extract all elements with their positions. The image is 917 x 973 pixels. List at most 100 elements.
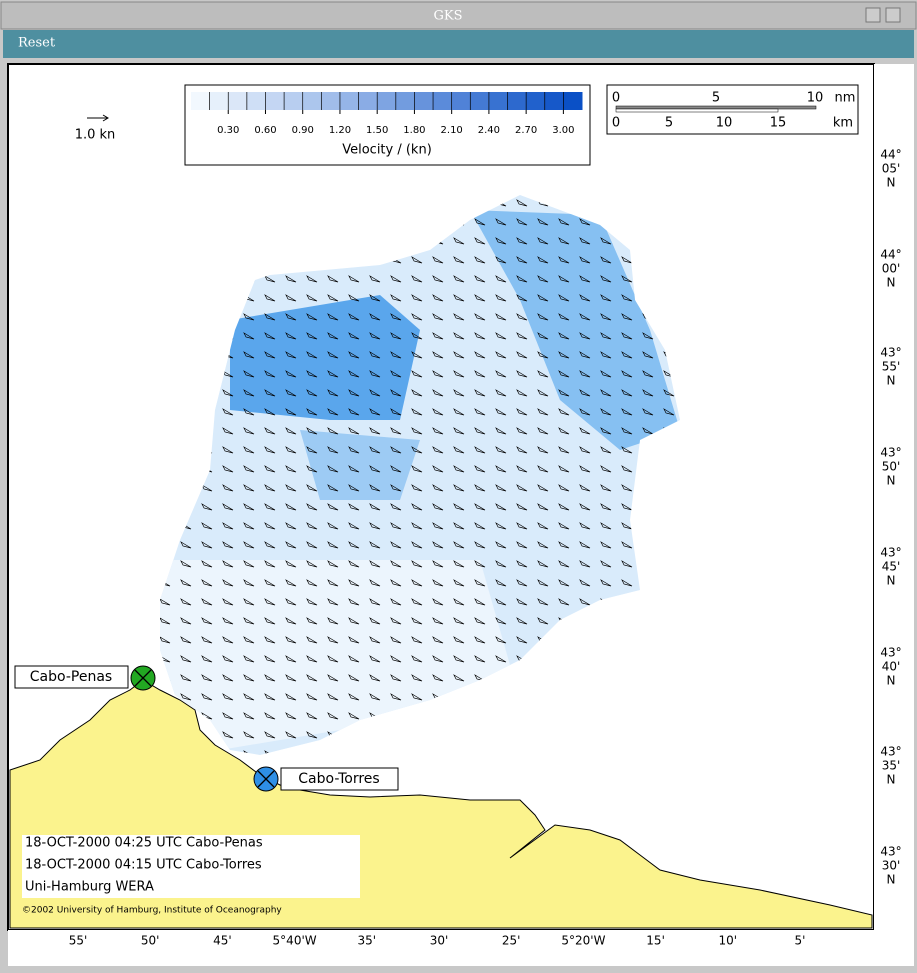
- current-arrow: [579, 446, 591, 454]
- current-arrow: [180, 598, 192, 606]
- current-arrow: [495, 237, 507, 245]
- current-arrow: [642, 389, 654, 397]
- current-arrow: [222, 712, 234, 720]
- current-arrow: [516, 617, 528, 625]
- current-arrow: [411, 446, 423, 454]
- current-arrow: [327, 598, 339, 606]
- current-arrow: [243, 465, 255, 473]
- current-arrow: [306, 712, 318, 720]
- minimize-button[interactable]: [865, 7, 881, 23]
- current-arrow: [579, 370, 591, 378]
- current-arrow: [306, 541, 318, 549]
- current-arrow: [201, 617, 213, 625]
- current-arrow: [201, 712, 213, 720]
- reset-button[interactable]: Reset: [18, 36, 56, 51]
- current-arrow: [327, 712, 339, 720]
- current-arrow: [285, 598, 297, 606]
- current-arrow: [369, 674, 381, 682]
- colorbar-cell: [358, 92, 378, 110]
- current-arrow: [579, 332, 591, 340]
- current-arrow: [390, 503, 402, 511]
- current-arrow: [327, 465, 339, 473]
- current-arrow: [495, 370, 507, 378]
- current-arrow: [264, 693, 276, 701]
- current-arrow: [160, 598, 171, 606]
- colorbar-cell: [339, 92, 360, 110]
- current-arrow: [432, 560, 444, 568]
- current-arrow: [243, 541, 255, 549]
- current-arrow: [348, 712, 360, 720]
- current-arrow: [537, 560, 549, 568]
- current-arrow: [537, 275, 549, 283]
- current-arrow: [432, 332, 444, 340]
- current-arrow: [579, 389, 591, 397]
- lon-label: 30': [430, 934, 449, 948]
- current-arrow: [306, 408, 318, 416]
- current-arrow: [180, 636, 192, 644]
- current-arrow: [306, 503, 318, 511]
- maximize-button[interactable]: [885, 7, 901, 23]
- lat-label: 50': [882, 460, 901, 474]
- current-arrow: [411, 579, 423, 587]
- current-arrow: [495, 484, 507, 492]
- current-arrow: [642, 351, 654, 359]
- current-arrow: [453, 313, 465, 321]
- current-arrow: [348, 522, 360, 530]
- current-arrow: [558, 560, 570, 568]
- current-arrow: [243, 598, 255, 606]
- current-arrow: [579, 465, 591, 473]
- colorbar-cell: [470, 92, 490, 110]
- current-arrow: [516, 237, 528, 245]
- current-arrow: [264, 579, 276, 587]
- current-arrow: [537, 313, 549, 321]
- station-cross: [134, 669, 152, 687]
- current-arrow: [432, 294, 444, 302]
- lat-label: 30': [882, 859, 901, 873]
- current-arrow: [222, 389, 234, 397]
- colorbar-cell: [433, 92, 453, 110]
- current-arrow: [537, 408, 549, 416]
- current-arrow: [516, 541, 528, 549]
- current-arrow: [495, 294, 507, 302]
- current-arrow: [516, 313, 528, 321]
- current-arrow: [432, 598, 444, 606]
- current-arrow: [474, 275, 486, 283]
- current-arrow: [621, 465, 633, 473]
- current-arrow: [621, 275, 633, 283]
- current-arrow: [243, 408, 255, 416]
- current-arrow: [453, 484, 465, 492]
- current-arrow: [537, 446, 549, 454]
- current-arrow: [663, 370, 675, 378]
- current-arrow: [558, 389, 570, 397]
- current-arrow: [390, 693, 402, 701]
- current-arrow: [348, 598, 360, 606]
- current-arrow: [306, 655, 318, 663]
- current-arrow: [558, 313, 570, 321]
- current-arrow: [411, 313, 423, 321]
- current-arrow: [558, 332, 570, 340]
- current-arrow: [327, 294, 339, 302]
- current-arrow: [243, 446, 255, 454]
- current-arrow: [579, 522, 591, 530]
- current-arrow: [432, 579, 444, 587]
- current-arrow: [621, 484, 633, 492]
- current-arrow: [160, 636, 171, 644]
- colorbar-cell: [544, 92, 564, 110]
- current-arrow: [369, 332, 381, 340]
- current-arrow: [516, 484, 528, 492]
- high-velocity-zone: [230, 295, 420, 420]
- current-arrow: [579, 294, 591, 302]
- current-arrow: [495, 256, 507, 264]
- current-arrow: [327, 503, 339, 511]
- current-arrow: [243, 731, 255, 739]
- current-arrow: [516, 446, 528, 454]
- current-arrow: [264, 731, 276, 739]
- current-arrow: [432, 636, 444, 644]
- current-arrow: [348, 351, 360, 359]
- current-arrow: [432, 617, 444, 625]
- colorbar-cell: [228, 92, 248, 110]
- current-arrow: [327, 484, 339, 492]
- current-arrow: [390, 313, 402, 321]
- colorbar-tick-label: 0.60: [254, 125, 276, 136]
